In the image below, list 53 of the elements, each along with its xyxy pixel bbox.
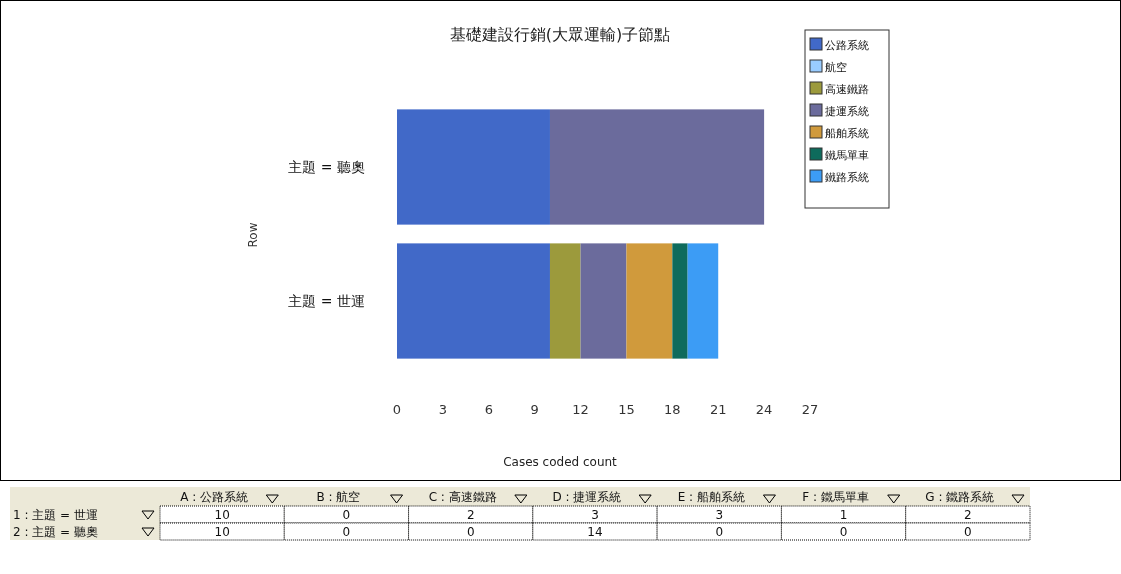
text: 公路系統 [825, 39, 869, 52]
y-tick-label: 1 : 主題 = 世運 [13, 508, 98, 522]
x-tick-label: 15 [618, 402, 635, 417]
bar [397, 243, 550, 359]
x-axis-title: Cases coded count [503, 455, 618, 469]
x-tick-label: F : 鐵馬單車 [802, 490, 869, 504]
data-label: 0 [715, 525, 724, 539]
data-label: 0 [342, 508, 351, 522]
legend-label: 高速鐵路 [825, 83, 869, 96]
y-tick-label: 2 : 主題 = 聽奧 [13, 525, 98, 539]
legend-label: 鐵路系統 [825, 171, 869, 184]
data-label: 10 [214, 508, 230, 522]
data-label: 0 [964, 525, 972, 539]
data-label: 0 [839, 525, 848, 539]
data-label: 0 [342, 525, 351, 539]
x-tick-label: G : 鐵路系統 [925, 490, 995, 504]
data-label: 3 [715, 508, 724, 522]
y-axis-title: Row [246, 222, 260, 248]
legend-label: 鐵馬單車 [825, 149, 869, 162]
chart-title: 基礎建設行銷(大眾運輸)子節點 [449, 25, 671, 44]
data-label: 2 [964, 508, 972, 522]
data-label: 10 [214, 525, 230, 539]
bar [580, 243, 627, 359]
x-tick-label: 3 [438, 402, 448, 417]
x-tick-label: D : 捷運系統 [552, 490, 622, 504]
x-tick-label: A : 公路系統 [180, 490, 249, 504]
bar [549, 109, 765, 225]
data-label: 1 [839, 508, 848, 522]
data-label: 14 [587, 525, 603, 539]
bar [672, 243, 688, 359]
bar [549, 243, 581, 359]
y-tick-label: 主題 = 世運 [288, 293, 365, 309]
x-tick-label: 12 [572, 402, 589, 417]
x-tick-label: E : 船舶系統 [677, 490, 745, 504]
legend-label: 捷運系統 [825, 105, 869, 118]
x-tick-label: 18 [664, 402, 681, 417]
legend-label: 船舶系統 [825, 127, 869, 140]
data-label: 3 [591, 508, 599, 522]
data-label: 2 [466, 508, 475, 522]
x-tick-label: 24 [755, 402, 773, 417]
bar [626, 243, 673, 359]
x-tick-label: 6 [484, 402, 493, 417]
y-tick-label: 主題 = 聽奧 [288, 159, 365, 175]
x-tick-label: 0 [392, 402, 402, 417]
x-tick-label: C : 高速鐵路 [428, 490, 497, 504]
bar [687, 243, 719, 359]
legend-label: 航空 [825, 61, 847, 74]
x-tick-label: B : 航空 [316, 490, 361, 504]
x-tick-label: 9 [530, 402, 539, 417]
x-tick-label: 21 [709, 402, 727, 417]
bar [397, 109, 550, 225]
x-tick-label: 27 [801, 402, 819, 417]
data-label: 0 [466, 525, 475, 539]
